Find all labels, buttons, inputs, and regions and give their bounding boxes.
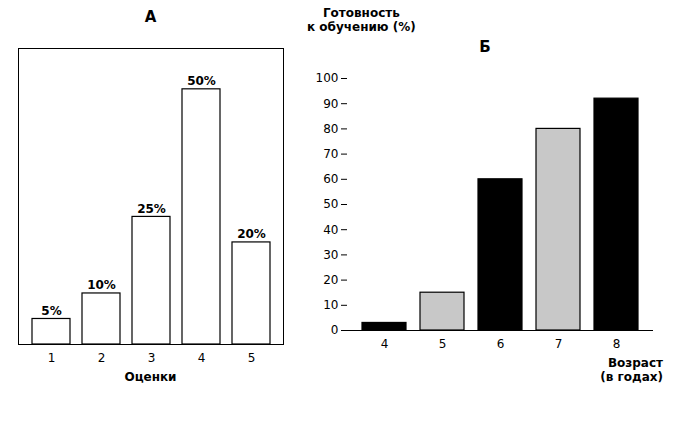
svg-text:0: 0 bbox=[331, 323, 339, 337]
html-text:Б: Б bbox=[479, 38, 491, 56]
svg-text:100: 100 bbox=[316, 71, 339, 85]
svg-text:80: 80 bbox=[323, 122, 338, 136]
svg-text:1: 1 bbox=[48, 351, 56, 365]
svg-text:4: 4 bbox=[198, 351, 206, 365]
svg-text:5: 5 bbox=[439, 337, 447, 351]
svg-text:70: 70 bbox=[323, 147, 338, 161]
svg-text:90: 90 bbox=[323, 97, 338, 111]
svg-text:4: 4 bbox=[381, 337, 389, 351]
svg-text:50: 50 bbox=[323, 197, 338, 211]
html-text:Готовность к обучению (%): Готовность к обучению (%) bbox=[307, 6, 416, 34]
svg-text:30: 30 bbox=[323, 248, 338, 262]
html-text:А: А bbox=[144, 8, 157, 26]
html-text:Оценки: Оценки bbox=[124, 370, 177, 384]
svg-text:5%: 5% bbox=[41, 304, 61, 318]
svg-text:20%: 20% bbox=[237, 227, 266, 241]
svg-text:6: 6 bbox=[497, 337, 505, 351]
html-text:Возраст (в годах): Возраст (в годах) bbox=[600, 356, 663, 384]
svg-text:5: 5 bbox=[248, 351, 256, 365]
svg-text:25%: 25% bbox=[137, 202, 166, 216]
svg-text:60: 60 bbox=[323, 172, 338, 186]
svg-text:3: 3 bbox=[148, 351, 156, 365]
svg-text:10: 10 bbox=[323, 298, 338, 312]
svg-text:7: 7 bbox=[555, 337, 563, 351]
svg-text:20: 20 bbox=[323, 273, 338, 287]
svg-text:40: 40 bbox=[323, 223, 338, 237]
svg-text:10%: 10% bbox=[87, 278, 116, 292]
svg-text:8: 8 bbox=[613, 337, 621, 351]
svg-text:2: 2 bbox=[98, 351, 106, 365]
svg-text:50%: 50% bbox=[187, 74, 216, 88]
